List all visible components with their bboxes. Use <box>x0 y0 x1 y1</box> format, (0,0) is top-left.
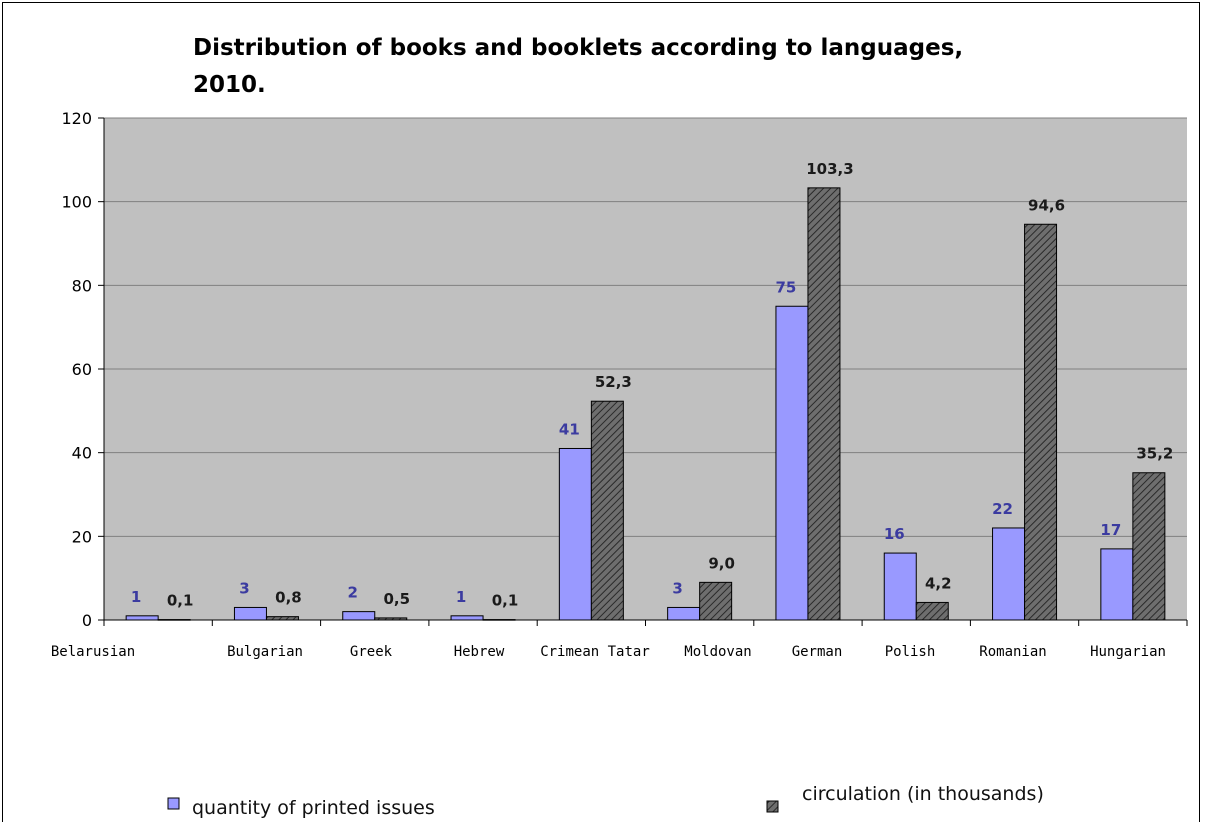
data-label-circulation: 0,8 <box>275 589 302 607</box>
x-axis: Belarusian Bulgarian Greek Hebrew Crimean Ta… <box>51 619 1188 660</box>
y-tick-label: 100 <box>61 193 92 212</box>
gridlines <box>104 117 1187 537</box>
data-label-quantity: 16 <box>884 525 905 543</box>
data-label-quantity: 41 <box>559 420 580 438</box>
bar-quantity <box>992 527 1026 621</box>
legend: quantity of printed issues circulation (… <box>167 783 1044 819</box>
data-label-quantity: 3 <box>239 579 249 597</box>
data-label-circulation: 103,3 <box>806 160 853 178</box>
legend-label-circulation: circulation (in thousands) <box>802 783 1044 805</box>
data-label-quantity: 2 <box>348 584 358 602</box>
chart-title-line-1: Distribution of books and booklets accor… <box>193 35 963 61</box>
x-tick-label: Bulgarian <box>227 644 303 660</box>
bar-circulation <box>699 581 733 621</box>
bar-circulation <box>1024 223 1058 621</box>
bar-circulation <box>374 617 408 621</box>
bar-quantity <box>342 611 376 621</box>
x-tick-label: Moldovan <box>684 644 751 660</box>
y-tick-label: 120 <box>61 109 92 128</box>
y-tick-label: 80 <box>72 276 92 295</box>
data-label-circulation: 4,2 <box>925 574 952 592</box>
y-tick-label: 60 <box>72 360 92 379</box>
data-label-circulation: 35,2 <box>1136 445 1173 463</box>
bar-quantity <box>233 606 267 621</box>
data-label-circulation: 9,0 <box>708 554 735 572</box>
data-label-quantity: 22 <box>992 500 1013 518</box>
bar-circulation <box>807 187 841 621</box>
bar-quantity <box>883 552 917 621</box>
bar-quantity <box>775 305 809 621</box>
bar-quantity <box>1100 548 1134 621</box>
bar-quantity <box>667 606 701 621</box>
data-label-circulation: 94,6 <box>1028 196 1065 214</box>
data-label-circulation: 0,1 <box>167 592 194 610</box>
bar-circulation <box>590 400 624 621</box>
x-tick-label: Romanian <box>979 644 1046 660</box>
legend-item-quantity: quantity of printed issues <box>167 797 435 819</box>
data-label-quantity: 17 <box>1100 521 1121 539</box>
bar-quantity <box>125 615 159 621</box>
data-label-quantity: 1 <box>131 588 141 606</box>
y-tick-label: 0 <box>82 611 92 630</box>
legend-label-quantity: quantity of printed issues <box>192 797 435 819</box>
legend-swatch-quantity <box>167 797 180 810</box>
data-label-circulation: 0,5 <box>383 590 410 608</box>
legend-item-circulation: circulation (in thousands) <box>766 783 1044 813</box>
x-tick-label: Crimean Tatar <box>540 644 650 660</box>
x-tick-label: Greek <box>350 644 393 660</box>
data-label-quantity: 75 <box>776 278 797 296</box>
x-tick-label: Hebrew <box>454 644 505 660</box>
bar-quantity <box>558 447 592 621</box>
data-label-circulation: 0,1 <box>492 592 519 610</box>
x-tick-label: Hungarian <box>1090 644 1166 660</box>
bar-circulation <box>265 616 299 621</box>
chart-title-line-2: 2010. <box>193 72 266 98</box>
bar-circulation <box>915 601 949 621</box>
data-label-quantity: 1 <box>456 588 466 606</box>
y-tick-label: 20 <box>72 527 92 546</box>
bar-quantity <box>450 615 484 621</box>
y-tick-label: 40 <box>72 444 92 463</box>
x-tick-label: Polish <box>885 644 936 660</box>
bar-circulation <box>157 619 191 621</box>
y-axis: 0 20 40 60 80 100 120 <box>61 109 105 630</box>
bar-circulation <box>482 619 516 621</box>
data-label-quantity: 3 <box>672 579 682 597</box>
x-tick-label: German <box>792 644 843 660</box>
value-labels: 1 0,1 3 0,8 2 0,5 1 0,1 41 52,3 3 9,0 75 103,3 16 4,2 22… <box>131 160 1173 610</box>
data-label-circulation: 52,3 <box>595 373 632 391</box>
legend-swatch-circulation <box>766 800 779 813</box>
x-tick-label: Belarusian <box>51 644 135 660</box>
bars <box>125 187 1166 621</box>
bar-circulation <box>1132 472 1166 621</box>
